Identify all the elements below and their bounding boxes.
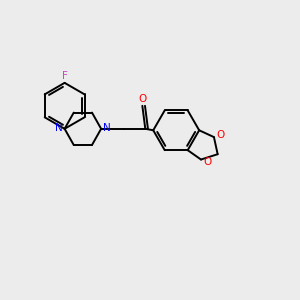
Text: F: F [62, 71, 68, 81]
Text: O: O [138, 94, 146, 104]
Text: O: O [203, 157, 211, 167]
Text: O: O [216, 130, 224, 140]
Text: N: N [56, 123, 63, 133]
Text: N: N [103, 123, 110, 133]
